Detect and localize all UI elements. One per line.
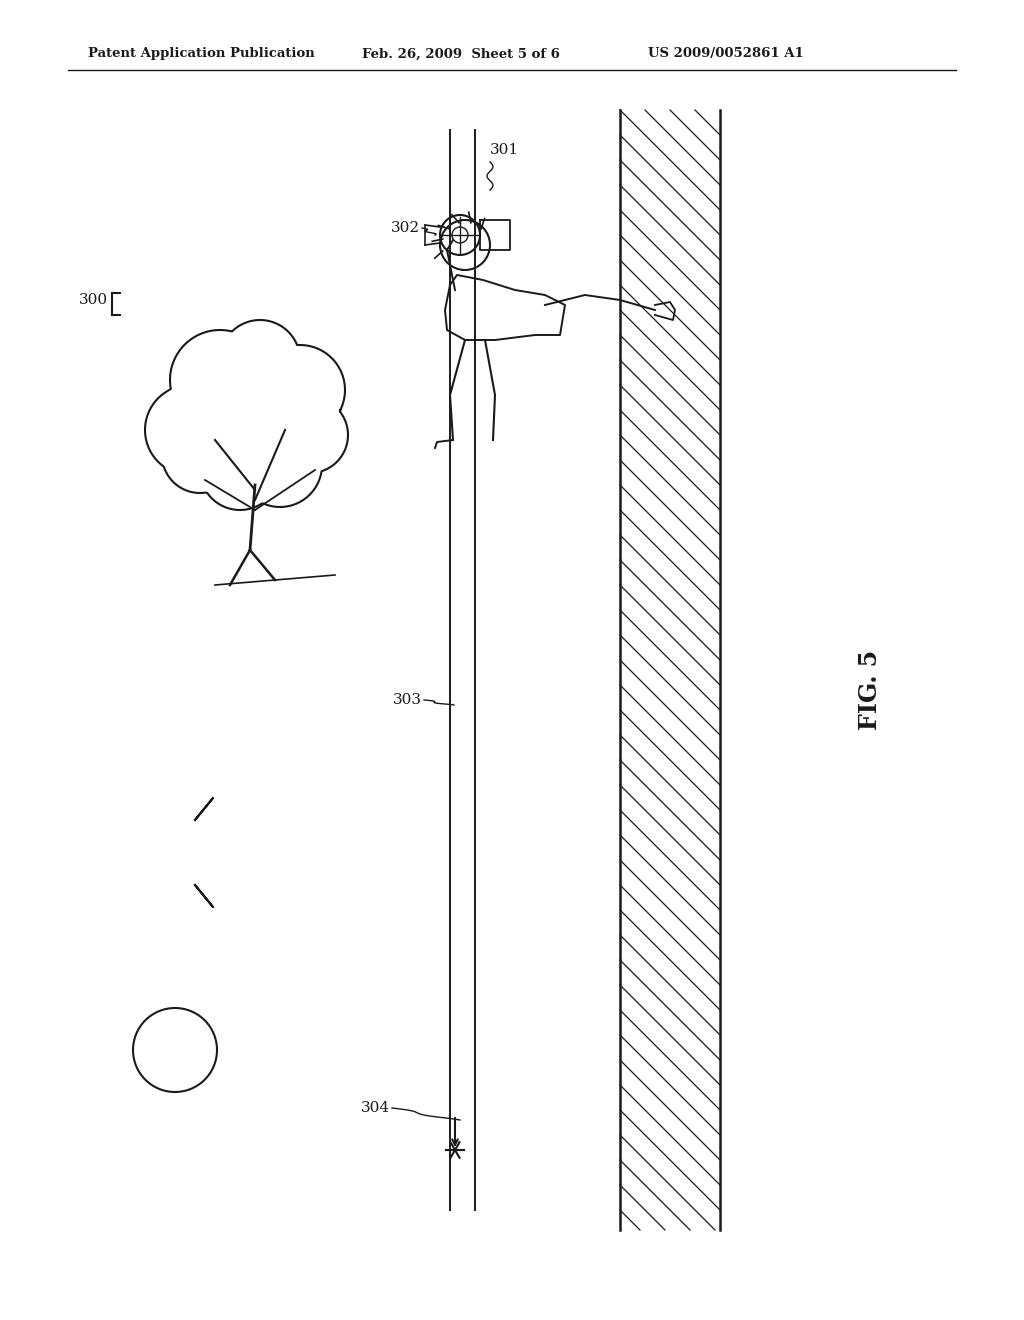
Text: 300: 300: [79, 293, 108, 308]
Text: US 2009/0052861 A1: US 2009/0052861 A1: [648, 48, 804, 61]
Text: 304: 304: [360, 1101, 390, 1115]
Text: Feb. 26, 2009  Sheet 5 of 6: Feb. 26, 2009 Sheet 5 of 6: [362, 48, 560, 61]
Text: 301: 301: [490, 143, 519, 157]
Text: 302: 302: [391, 220, 420, 235]
Text: Patent Application Publication: Patent Application Publication: [88, 48, 314, 61]
Text: FIG. 5: FIG. 5: [858, 649, 882, 730]
Text: 303: 303: [393, 693, 422, 708]
